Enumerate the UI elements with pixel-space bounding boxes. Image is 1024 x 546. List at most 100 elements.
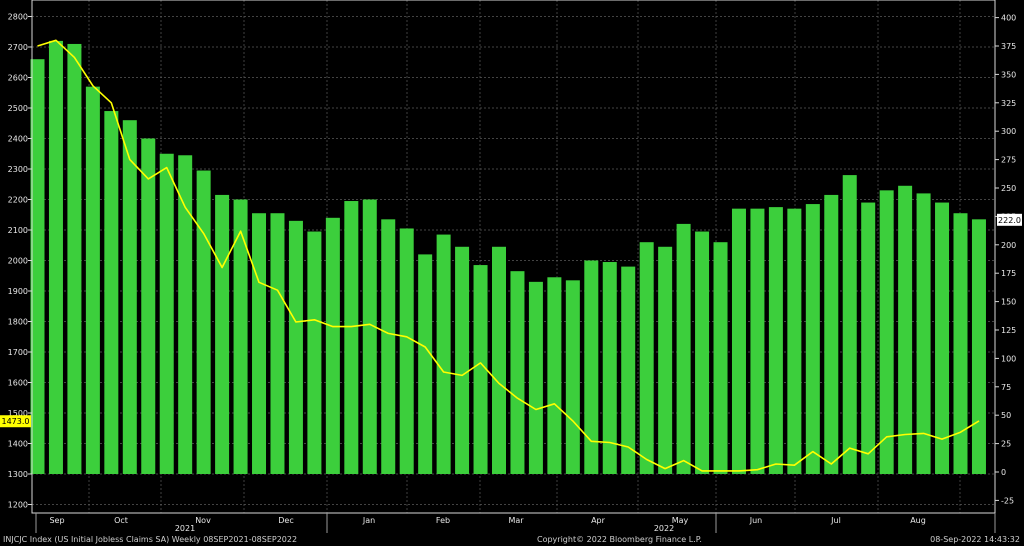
bar bbox=[473, 265, 488, 474]
bar bbox=[344, 201, 359, 474]
month-label: Feb bbox=[436, 516, 450, 525]
left-tick-label: 1200 bbox=[8, 501, 28, 510]
bar bbox=[85, 86, 100, 475]
bar bbox=[898, 185, 913, 474]
month-label: Nov bbox=[195, 516, 211, 525]
left-tick-label: 1400 bbox=[8, 440, 28, 449]
footer-timestamp: 08-Sep-2022 14:43:32 bbox=[930, 535, 1020, 544]
right-tick-label: 50 bbox=[1001, 411, 1011, 420]
bar bbox=[270, 213, 285, 474]
left-last-value-label: 1473.0 bbox=[2, 417, 30, 426]
left-tick-label: 1300 bbox=[8, 470, 28, 479]
bar bbox=[639, 242, 654, 474]
bar bbox=[159, 153, 174, 474]
year-label: 2022 bbox=[654, 524, 674, 533]
bar bbox=[122, 120, 137, 474]
bar bbox=[528, 281, 543, 474]
bar bbox=[916, 193, 931, 474]
bar bbox=[215, 194, 230, 475]
right-last-value-label: 222.0 bbox=[998, 216, 1021, 225]
bar bbox=[658, 246, 673, 474]
bar bbox=[510, 271, 525, 474]
month-label: Jul bbox=[830, 516, 841, 525]
left-tick-label: 2500 bbox=[8, 104, 28, 113]
bar bbox=[621, 266, 636, 474]
line-path bbox=[37, 39, 980, 472]
footer: INJCJC Index (US Initial Jobless Claims … bbox=[0, 533, 1024, 546]
left-tick-label: 2400 bbox=[8, 135, 28, 144]
left-tick-label: 2000 bbox=[8, 257, 28, 266]
chart: 1200130014001500160017001800190020002100… bbox=[0, 0, 1024, 533]
bar bbox=[399, 228, 414, 474]
month-label: Apr bbox=[591, 516, 606, 525]
bar bbox=[584, 260, 599, 474]
left-tick-label: 2800 bbox=[8, 13, 28, 22]
bar bbox=[252, 213, 267, 474]
bar bbox=[178, 155, 193, 474]
right-tick-label: 125 bbox=[1001, 326, 1016, 335]
bar bbox=[362, 199, 377, 474]
month-label: Aug bbox=[910, 516, 926, 525]
plot-frame bbox=[31, 0, 996, 514]
left-tick-label: 2700 bbox=[8, 43, 28, 52]
right-tick-label: 75 bbox=[1001, 383, 1011, 392]
left-tick-label: 2100 bbox=[8, 226, 28, 235]
right-tick-label: 350 bbox=[1001, 70, 1016, 79]
bar bbox=[971, 219, 986, 474]
right-tick-label: 25 bbox=[1001, 440, 1011, 449]
line-series bbox=[37, 39, 980, 472]
left-tick-label: 1600 bbox=[8, 379, 28, 388]
month-label: Mar bbox=[508, 516, 524, 525]
right-tick-label: 200 bbox=[1001, 241, 1016, 250]
bar bbox=[695, 231, 710, 474]
bar bbox=[104, 111, 119, 475]
right-tick-label: 250 bbox=[1001, 184, 1016, 193]
bar bbox=[141, 138, 156, 474]
right-tick-label: 375 bbox=[1001, 42, 1016, 51]
bar bbox=[953, 213, 968, 474]
bar bbox=[325, 217, 340, 475]
month-label: Oct bbox=[114, 516, 128, 525]
month-label: Jan bbox=[362, 516, 375, 525]
right-last-value-box bbox=[997, 213, 1022, 226]
bar bbox=[455, 246, 470, 474]
bar bbox=[731, 208, 746, 474]
month-label: Jun bbox=[749, 516, 763, 525]
bar bbox=[676, 223, 691, 474]
bar bbox=[492, 246, 506, 474]
right-tick-label: 275 bbox=[1001, 156, 1016, 165]
month-label: May bbox=[672, 516, 689, 525]
right-tick-label: -25 bbox=[1001, 496, 1014, 505]
bar bbox=[30, 59, 45, 474]
bar bbox=[768, 207, 783, 474]
right-tick-label: 300 bbox=[1001, 127, 1016, 136]
left-last-value-box bbox=[0, 415, 31, 428]
bar bbox=[842, 175, 857, 474]
bar bbox=[67, 43, 82, 474]
right-tick-label: 0 bbox=[1001, 468, 1006, 477]
bar bbox=[381, 219, 396, 474]
left-tick-label: 2300 bbox=[8, 165, 28, 174]
right-tick-label: 400 bbox=[1001, 14, 1016, 23]
axes bbox=[28, 0, 999, 533]
bar-series bbox=[30, 40, 986, 475]
bar bbox=[805, 204, 820, 474]
bar bbox=[436, 234, 451, 474]
bar bbox=[787, 208, 802, 474]
footer-source: INJCJC Index (US Initial Jobless Claims … bbox=[3, 535, 298, 544]
left-tick-label: 2200 bbox=[8, 196, 28, 205]
bar bbox=[935, 202, 950, 475]
left-tick-label: 2600 bbox=[8, 74, 28, 83]
bar bbox=[824, 194, 839, 475]
bar bbox=[233, 199, 248, 474]
bar bbox=[547, 277, 562, 474]
bar bbox=[565, 280, 580, 474]
bar bbox=[713, 242, 728, 474]
bar bbox=[418, 254, 433, 474]
bar bbox=[288, 220, 303, 474]
bar bbox=[879, 190, 894, 474]
right-tick-label: 175 bbox=[1001, 269, 1016, 278]
bar bbox=[602, 262, 617, 474]
left-tick-label: 1500 bbox=[8, 409, 28, 418]
right-tick-label: 150 bbox=[1001, 298, 1016, 307]
